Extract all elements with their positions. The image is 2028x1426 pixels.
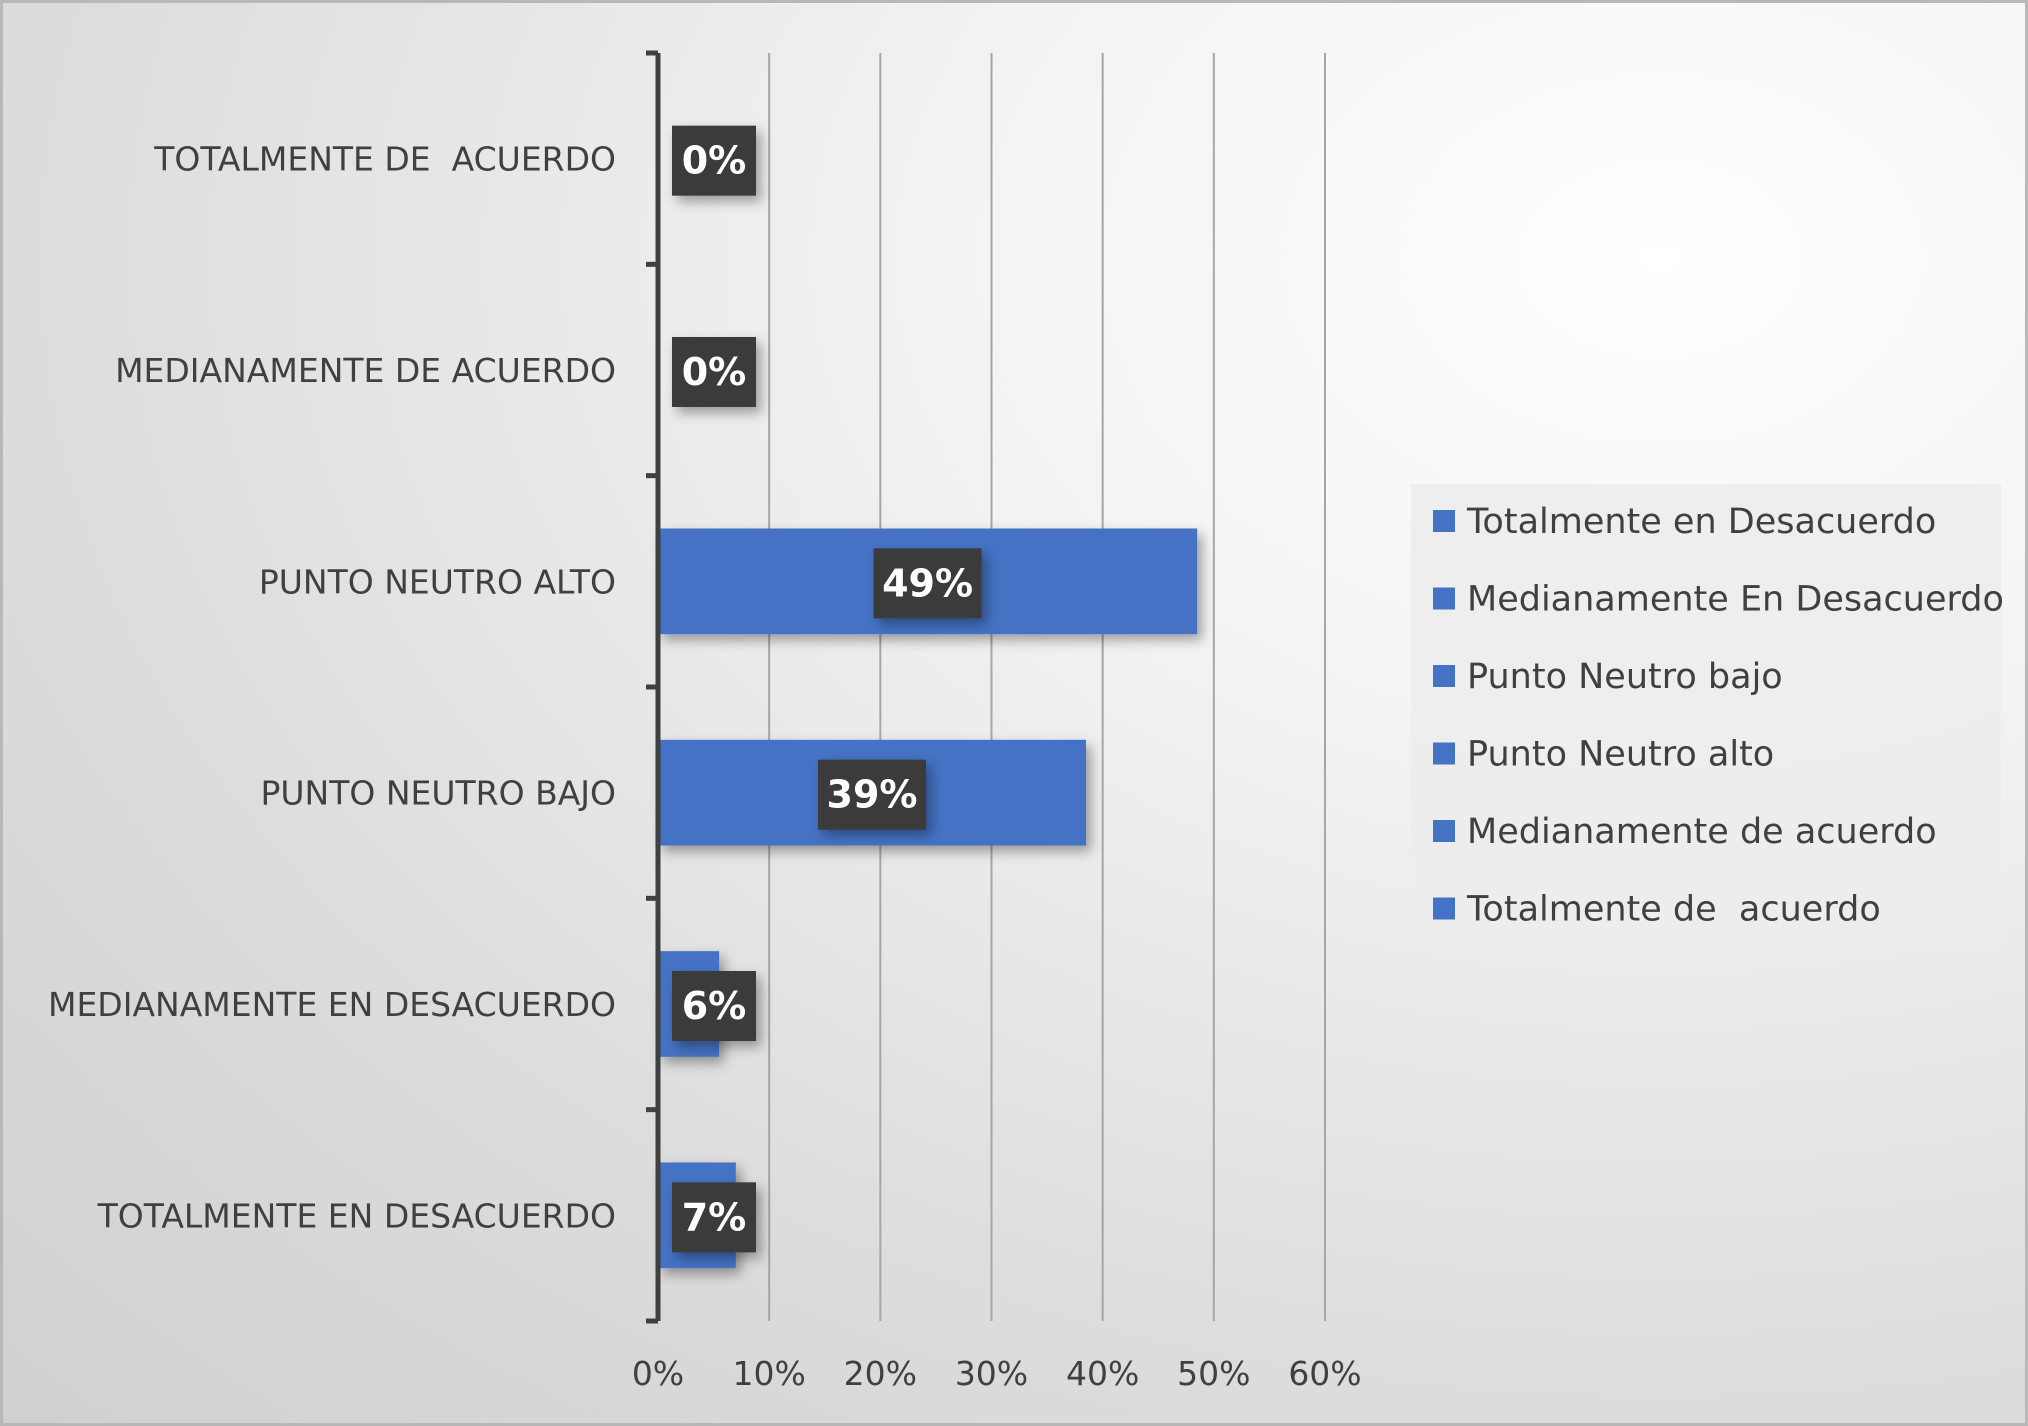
bar-chart: 0% 10% 20% 30% 40% 50% 60% TOTALMENTE EN DESACU… [48,50,2004,1393]
category-label: TOTALMENTE DE ACUERDO [153,140,616,179]
data-label: 0% [682,350,747,394]
legend-swatch [1433,587,1455,610]
data-label: 7% [682,1195,747,1239]
legend-entry: Punto Neutro bajo [1467,657,1783,697]
legend-swatch [1433,510,1455,532]
x-tick-label: 60% [1288,1354,1361,1393]
data-label: 39% [827,773,918,817]
category-label: MEDIANAMENTE EN DESACUERDO [48,985,616,1024]
data-label-box [672,337,756,407]
data-label-box [672,971,756,1041]
category-label: MEDIANAMENTE DE ACUERDO [115,351,616,390]
data-label-box [817,759,926,830]
legend-entry: Totalmente en Desacuerdo [1466,502,1936,542]
x-tick-label: 0% [632,1354,684,1393]
legend-entry: Medianamente de acuerdo [1467,812,1937,852]
data-label: 49% [882,561,973,605]
legend-entry: Totalmente de acuerdo [1466,890,1881,930]
legend-swatch [1433,742,1455,765]
category-label: PUNTO NEUTRO ALTO [259,562,616,601]
category-label: PUNTO NEUTRO BAJO [260,774,616,813]
legend-box [1411,484,2001,947]
data-label: 6% [682,984,747,1028]
x-tick-label: 50% [1177,1354,1250,1393]
x-tick-label: 20% [844,1354,917,1393]
data-label-box [873,548,982,619]
legend-swatch [1433,665,1455,687]
x-tick-label: 40% [1066,1354,1139,1393]
legend-entry: Punto Neutro alto [1467,735,1774,775]
x-tick-label: 10% [732,1354,805,1393]
x-tick-label: 30% [955,1354,1028,1393]
data-label-box [672,1182,756,1253]
category-label: TOTALMENTE EN DESACUERDO [97,1196,616,1235]
legend-entry: Medianamente En Desacuerdo [1467,580,2004,620]
data-label: 0% [682,139,747,183]
legend-swatch [1433,897,1455,920]
data-label-box [672,125,756,196]
legend-swatch [1433,820,1455,842]
